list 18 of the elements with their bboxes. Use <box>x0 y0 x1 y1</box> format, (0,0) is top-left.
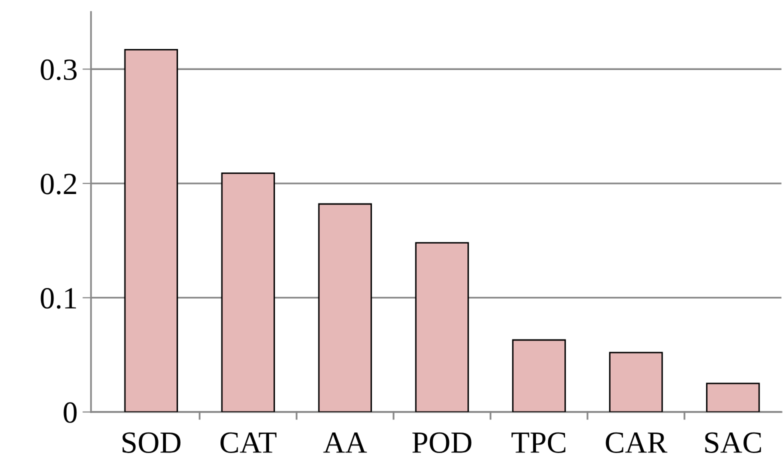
x-tick-label: SOD <box>122 432 180 453</box>
x-tick-label: CAT <box>220 432 276 453</box>
x-tick-label: SAC <box>705 432 761 453</box>
bar <box>609 352 663 412</box>
x-tick-label: POD <box>412 432 472 453</box>
bar <box>415 242 469 412</box>
y-tick-label: 0 <box>64 402 77 423</box>
y-tick-label: 0.3 <box>40 59 77 80</box>
bar <box>124 49 178 412</box>
bar <box>512 339 566 412</box>
y-tick-label: 0.1 <box>40 288 76 309</box>
x-tick-label: AA <box>323 432 367 453</box>
bar <box>706 382 760 412</box>
bar <box>221 172 275 412</box>
x-tick-label: TPC <box>512 432 566 453</box>
x-tick-label: CAR <box>606 432 668 453</box>
bar <box>318 203 372 412</box>
y-tick-label: 0.2 <box>40 174 76 194</box>
